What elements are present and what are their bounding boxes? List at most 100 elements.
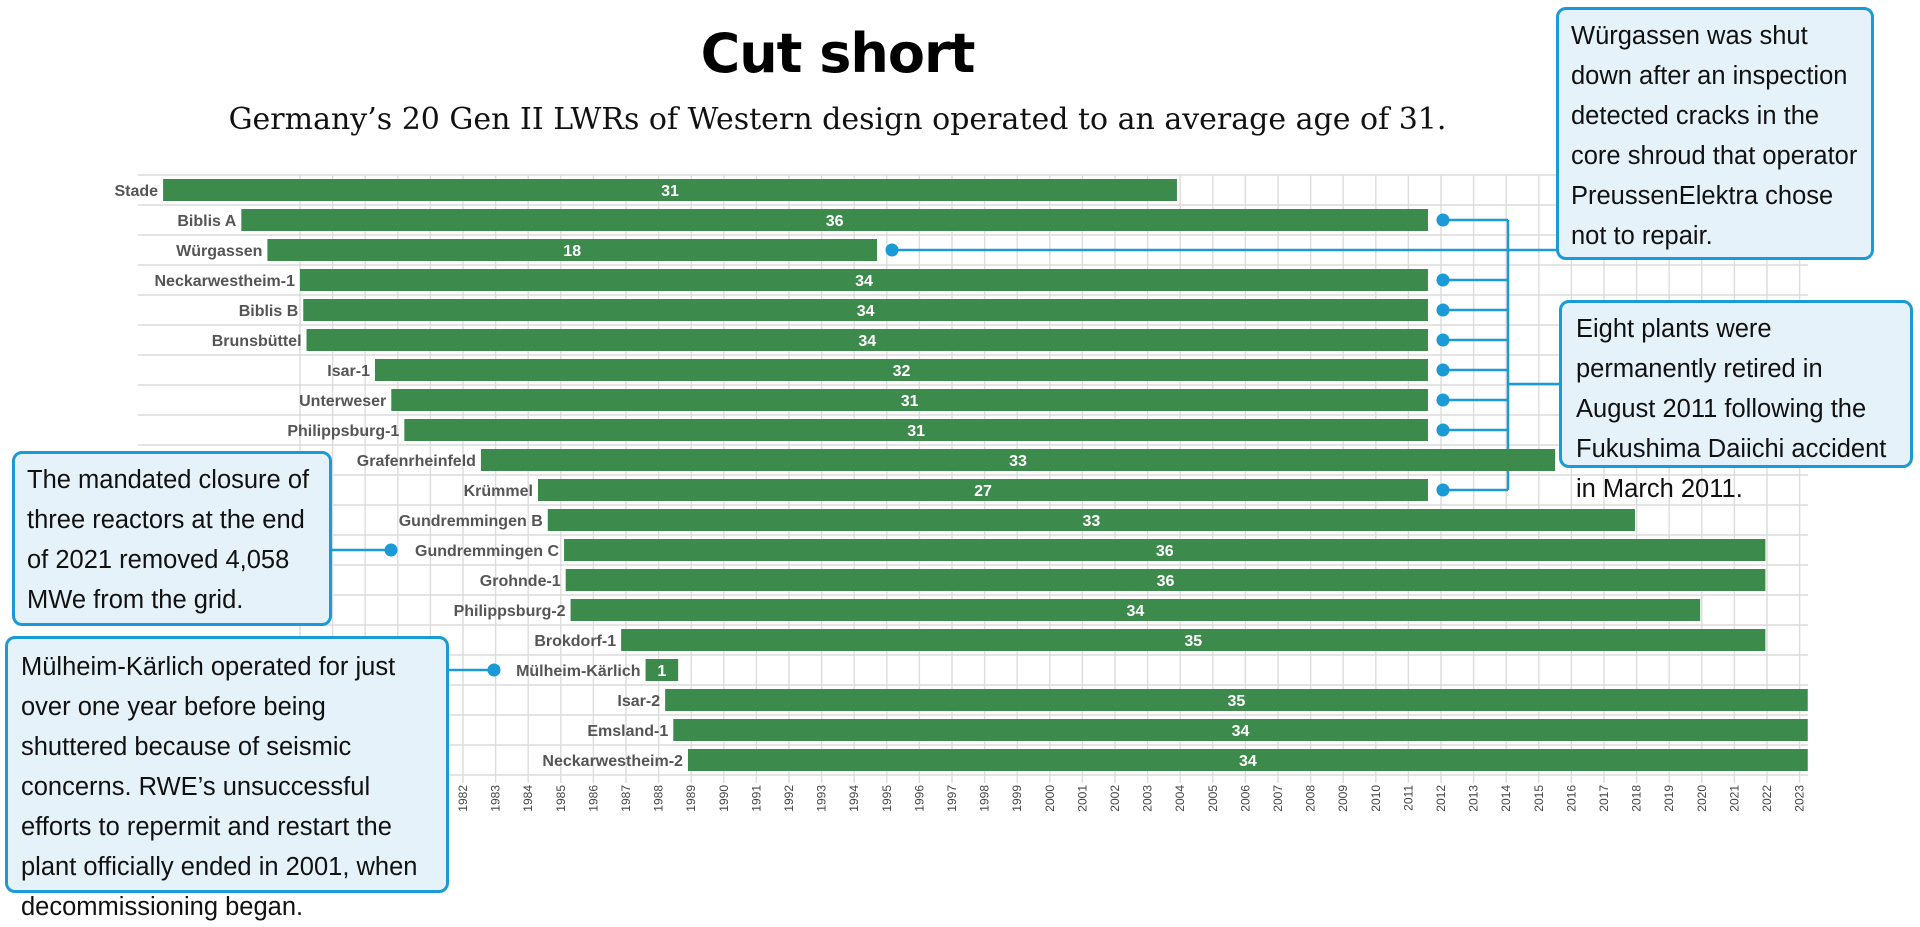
x-tick-label: 1984 bbox=[521, 785, 535, 812]
x-tick-label: 2014 bbox=[1499, 785, 1513, 812]
x-tick-label: 1995 bbox=[880, 785, 894, 812]
bar-name-label: Mülheim-Kärlich bbox=[516, 663, 640, 680]
bar bbox=[300, 269, 1428, 291]
annotation-dot bbox=[1436, 483, 1450, 497]
bar-name-label: Isar-1 bbox=[327, 363, 370, 380]
bar-value-label: 36 bbox=[1157, 573, 1175, 590]
x-axis-ticks: 1982 1983 1984 1985 1986 1987 1988 1989 1990 1991… bbox=[456, 785, 1807, 812]
annotation-connectors bbox=[332, 218, 1559, 672]
bar-name-label: Neckarwestheim-2 bbox=[542, 753, 683, 770]
annotation-mulheim-karlich: Mülheim-Kärlich operated for just over o… bbox=[5, 636, 449, 921]
bar-name-label: Stade bbox=[115, 183, 159, 200]
annotation-dot bbox=[1436, 213, 1450, 227]
bar bbox=[547, 509, 1635, 531]
annotation-wurgassen: Würgassen was shut down after an inspect… bbox=[1556, 7, 1874, 260]
bar-name-label: Philippsburg-1 bbox=[287, 423, 399, 440]
annotation-eight-plants: Eight plants were permanently retired in… bbox=[1559, 300, 1913, 503]
x-tick-label: 2023 bbox=[1793, 785, 1807, 812]
x-tick-label: 2006 bbox=[1238, 785, 1252, 812]
bar-name-label: Gundremmingen B bbox=[399, 513, 543, 530]
x-tick-label: 2011 bbox=[1401, 785, 1415, 811]
bar-name-label: Isar-2 bbox=[617, 693, 660, 710]
x-tick-label: 1982 bbox=[456, 785, 470, 812]
bar bbox=[303, 299, 1428, 321]
bar bbox=[645, 659, 679, 681]
annotation-dot bbox=[1436, 363, 1450, 377]
x-tick-label: 2009 bbox=[1336, 785, 1350, 812]
bar-value-label: 31 bbox=[907, 423, 925, 440]
x-tick-label: 2000 bbox=[1043, 785, 1057, 812]
bar-value-label: 33 bbox=[1009, 453, 1027, 470]
bar-name-label: Philippsburg-2 bbox=[454, 603, 566, 620]
bar bbox=[687, 749, 1808, 771]
bars: Stade 31 Biblis A 36 Würgassen 18 Neckarwesthe… bbox=[115, 179, 1808, 771]
bar-value-label: 35 bbox=[1184, 633, 1202, 650]
x-tick-label: 2004 bbox=[1173, 785, 1187, 812]
bar-value-label: 36 bbox=[1156, 543, 1174, 560]
x-tick-label: 2002 bbox=[1108, 785, 1122, 812]
bar-name-label: Unterweser bbox=[299, 393, 386, 410]
bar-chart: 1982 1983 1984 1985 1986 1987 1988 1989 1990 1991… bbox=[115, 174, 1808, 812]
x-tick-label: 1993 bbox=[815, 785, 829, 812]
bar bbox=[537, 479, 1428, 501]
x-tick-label: 1992 bbox=[782, 785, 796, 812]
x-tick-label: 2005 bbox=[1206, 785, 1220, 812]
bar bbox=[570, 599, 1701, 621]
bar bbox=[673, 719, 1808, 741]
bar-value-label: 36 bbox=[826, 213, 844, 230]
bar bbox=[374, 359, 1428, 381]
x-tick-label: 2013 bbox=[1467, 785, 1481, 812]
x-tick-label: 1989 bbox=[684, 785, 698, 812]
bar-value-label: 34 bbox=[1239, 753, 1257, 770]
x-tick-label: 1998 bbox=[978, 785, 992, 812]
bar bbox=[267, 239, 878, 261]
x-tick-label: 2019 bbox=[1662, 785, 1676, 812]
x-tick-label: 2007 bbox=[1271, 785, 1285, 812]
annotation-dot bbox=[1436, 423, 1450, 437]
x-tick-label: 2003 bbox=[1141, 785, 1155, 812]
bar bbox=[391, 389, 1428, 411]
bar-name-label: Neckarwestheim-1 bbox=[154, 273, 295, 290]
bar-value-label: 31 bbox=[901, 393, 919, 410]
x-tick-label: 2022 bbox=[1760, 785, 1774, 812]
bar-value-label: 34 bbox=[1126, 603, 1144, 620]
x-tick-label: 2021 bbox=[1727, 785, 1741, 812]
bar bbox=[306, 329, 1428, 351]
bar bbox=[480, 449, 1556, 471]
x-tick-label: 2016 bbox=[1564, 785, 1578, 812]
bar-name-label: Grohnde-1 bbox=[480, 573, 561, 590]
x-tick-label: 2017 bbox=[1597, 785, 1611, 812]
bar-name-label: Biblis A bbox=[177, 213, 236, 230]
x-tick-label: 2020 bbox=[1695, 785, 1709, 812]
bar-value-label: 18 bbox=[563, 243, 581, 260]
bar bbox=[621, 629, 1766, 651]
bar-name-label: Gundremmingen C bbox=[415, 543, 559, 560]
x-tick-label: 1988 bbox=[652, 785, 666, 812]
x-tick-label: 2001 bbox=[1075, 785, 1089, 812]
bar-name-label: Emsland-1 bbox=[587, 723, 668, 740]
x-tick-label: 2018 bbox=[1630, 785, 1644, 812]
x-tick-label: 1997 bbox=[945, 785, 959, 812]
bar bbox=[404, 419, 1428, 441]
bar-name-label: Würgassen bbox=[176, 243, 262, 260]
bar-value-label: 33 bbox=[1082, 513, 1100, 530]
chart-title: Cut short bbox=[700, 22, 976, 85]
chart-subtitle: Germany’s 20 Gen II LWRs of Western desi… bbox=[228, 102, 1447, 137]
bar bbox=[565, 569, 1766, 591]
bar-name-label: Biblis B bbox=[239, 303, 299, 320]
annotation-dots bbox=[384, 213, 1450, 677]
x-tick-label: 1983 bbox=[489, 785, 503, 812]
x-tick-label: 1991 bbox=[749, 785, 763, 812]
bar bbox=[241, 209, 1428, 231]
annotation-dot bbox=[1436, 393, 1450, 407]
annotation-dot bbox=[1436, 333, 1450, 347]
bar-name-label: Grafenrheinfeld bbox=[357, 453, 476, 470]
x-tick-label: 1999 bbox=[1010, 785, 1024, 812]
bar-value-label: 1 bbox=[657, 663, 666, 680]
annotation-dot bbox=[487, 663, 501, 677]
bar-value-label: 34 bbox=[857, 303, 875, 320]
bar bbox=[163, 179, 1177, 201]
x-tick-label: 2010 bbox=[1369, 785, 1383, 812]
x-tick-label: 1985 bbox=[554, 785, 568, 812]
bar-value-label: 34 bbox=[858, 333, 876, 350]
